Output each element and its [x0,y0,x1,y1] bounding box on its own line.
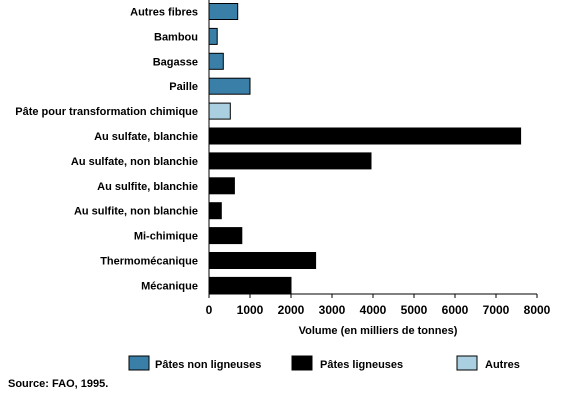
legend-swatch [128,355,150,371]
bars [208,3,522,294]
legend-label: Pâtes ligneuses [320,359,403,371]
category-label: Au sulfite, non blanchie [74,206,198,218]
bar [208,177,235,195]
x-axis: 0 1000 2000 3000 4000 5000 6000 7000 8000 [206,0,551,317]
bar [208,3,239,20]
x-tick-label: 4000 [360,303,387,317]
category-label: Paille [169,81,198,93]
bar [208,152,372,170]
bar [208,127,522,145]
legend: Pâtes non ligneuses Pâtes ligneuses Autres [128,355,520,371]
category-label: Pâte pour transformation chimique [15,106,198,118]
x-tick-label: 6000 [442,303,469,317]
x-tick-label: 5000 [401,303,428,317]
x-axis-title: Volume (en milliers de tonnes) [299,325,458,337]
bar [208,202,222,220]
legend-label: Pâtes non ligneuses [155,359,261,371]
category-labels: Autres fibres Bambou Bagasse Paille Pâte pou… [15,7,198,293]
x-tick-label: 3000 [319,303,346,317]
bar [208,52,224,70]
bar [208,276,292,294]
x-tick-label: 0 [206,303,213,317]
x-tick-label: 2000 [278,303,305,317]
bar [208,227,243,245]
bar [208,252,317,269]
bar [208,77,251,95]
category-label: Bambou [154,31,198,43]
category-label: Au sulfate, non blanchie [71,156,198,168]
source-note: Source: FAO, 1995. [8,378,108,390]
category-label: Mi-chimique [134,231,198,243]
category-label: Au sulfite, blanchie [97,181,198,193]
legend-swatch [456,355,478,371]
x-tick-label: 7000 [483,303,510,317]
category-label: Mécanique [141,280,198,292]
category-label: Bagasse [153,56,198,68]
legend-label: Autres [485,359,520,371]
category-label: Autres fibres [130,7,198,19]
bar [208,27,218,45]
x-tick-label: 8000 [524,303,551,317]
category-label: Thermomécanique [100,256,198,268]
bar [208,102,231,120]
x-tick-label: 1000 [237,303,264,317]
legend-swatch [291,355,313,371]
category-label: Au sulfate, blanchie [94,131,198,143]
